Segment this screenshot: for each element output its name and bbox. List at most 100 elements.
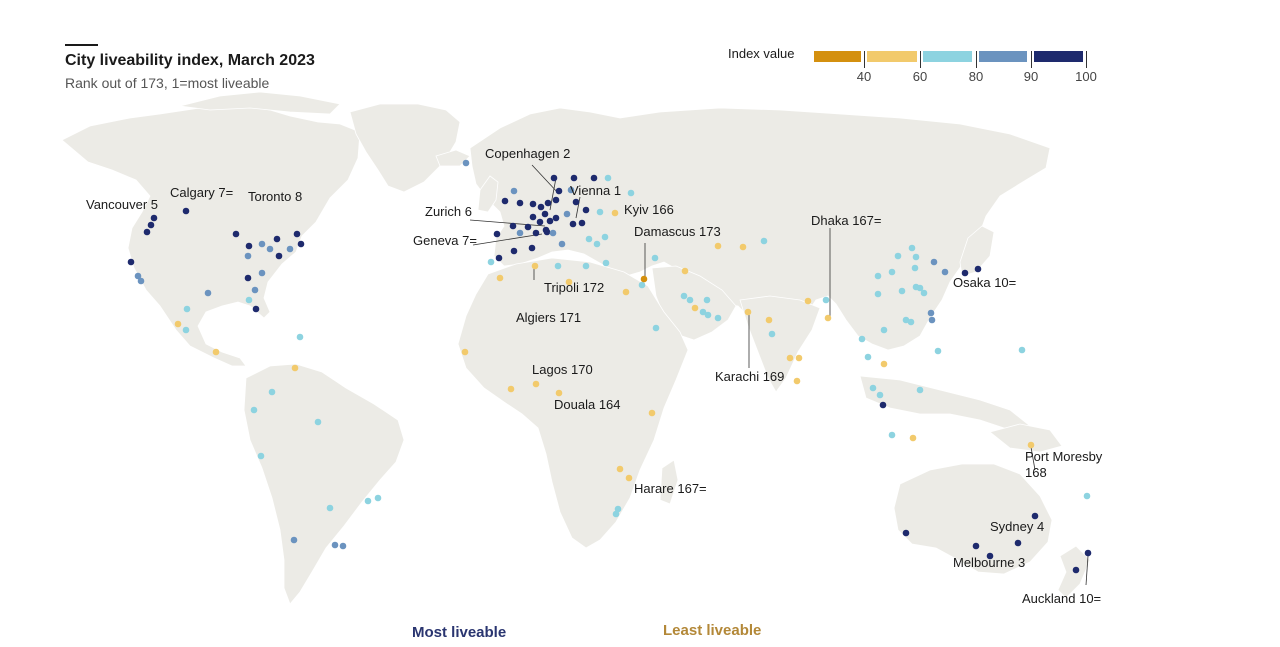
page-subtitle: Rank out of 173, 1=most liveable [65,75,270,91]
land-madagascar [659,459,679,505]
label-toronto: Toronto 8 [248,189,302,204]
label-kyiv: Kyiv 166 [624,202,674,217]
city-dot [582,206,590,214]
city-dot [296,333,304,341]
label-copenhagen: Copenhagen 2 [485,146,570,161]
legend-tick-label: 60 [912,69,928,84]
city-dot [704,311,712,319]
city-dot [822,296,830,304]
city-dot [552,214,560,222]
leader-line [531,164,560,195]
city-dot [537,203,545,211]
city-dot [493,230,501,238]
city-dot [638,281,646,289]
city-dot [291,364,299,372]
city-dot [250,406,258,414]
city-dot [616,465,624,473]
legend-swatch [867,51,917,62]
city-dot [874,290,882,298]
land-greenland [349,103,461,193]
legend-tick-label: 40 [856,69,872,84]
city-dot [612,510,620,518]
land-new-guinea [989,423,1063,453]
city-dot [898,287,906,295]
label-lagos: Lagos 170 [532,362,593,377]
city-dot [565,278,573,286]
city-dot [961,269,969,277]
city-dot [804,297,812,305]
city-dot [640,275,648,283]
city-dot [927,309,935,317]
page-title: City liveability index, March 2023 [65,52,315,69]
city-dot [880,326,888,334]
land-uk [477,175,499,213]
city-dot [744,308,752,316]
label-zurich: Zurich 6 [425,204,472,219]
city-name: Harare [634,481,674,496]
city-dot [795,354,803,362]
city-rank: 8 [291,189,302,204]
city-dot [703,296,711,304]
city-dot [273,235,281,243]
city-name: Damascus [634,224,696,239]
label-leader-lines [469,164,1089,586]
city-dot [290,536,298,544]
legend-swatch [979,51,1027,62]
city-name: Osaka [953,275,991,290]
city-name: Kyiv [624,202,649,217]
city-dot [768,330,776,338]
city-dot [541,210,549,218]
city-dot [134,272,142,280]
city-dot [516,199,524,207]
city-dot [462,159,470,167]
legend-tick [920,51,921,68]
city-dot [920,289,928,297]
city-dot [549,229,557,237]
city-dot [907,318,915,326]
city-dot [266,245,274,253]
city-rank: 164 [595,397,620,412]
city-dot [894,252,902,260]
city-dot [1027,441,1035,449]
city-dot [593,240,601,248]
city-dot [174,320,182,328]
most-liveable-label: Most liveable [412,624,507,641]
city-dot [879,401,887,409]
leader-line [1085,555,1089,586]
city-dot [244,274,252,282]
city-dot [510,187,518,195]
city-name: Zurich [425,204,461,219]
land-north-america [61,105,361,367]
city-name: Melbourne [953,555,1014,570]
legend-tick-label: 80 [968,69,984,84]
city-dot [928,316,936,324]
city-dot [934,347,942,355]
city-dot [529,213,537,221]
city-dot [374,494,382,502]
land-masses [61,91,1091,605]
city-name: Lagos [532,362,568,377]
label-algiers: Algiers 171 [516,310,581,325]
city-dot [570,174,578,182]
land-south-america [243,363,405,605]
city-dot [585,235,593,243]
city-dot [252,305,260,313]
city-dot [550,174,558,182]
city-dot [864,353,872,361]
city-dot [461,348,469,356]
city-dot [699,308,707,316]
city-rank: 4 [1033,519,1044,534]
label-damascus: Damascus 173 [634,224,721,239]
city-dot [528,244,536,252]
city-dot [532,380,540,388]
city-dot [916,284,924,292]
label-osaka: Osaka 10= [953,275,1016,290]
city-dot [614,505,622,513]
city-rank: 7= [215,185,233,200]
city-dot [245,242,253,250]
city-name: Sydney [990,519,1034,534]
city-dot [874,272,882,280]
city-dot [876,391,884,399]
